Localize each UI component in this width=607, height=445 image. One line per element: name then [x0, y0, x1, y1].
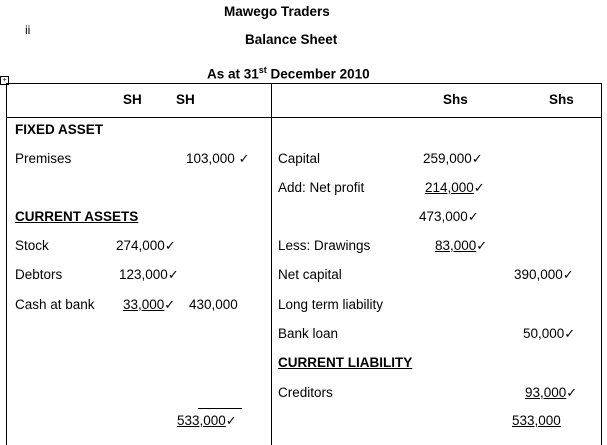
current-assets-total: 430,000	[189, 297, 238, 312]
debtors-amount: 123,000	[119, 267, 168, 282]
table-middle-divider	[271, 83, 272, 445]
tick-icon: ✓	[167, 267, 179, 282]
net-profit-value: 214,000✓	[425, 180, 485, 196]
table-top-border	[6, 83, 602, 84]
subtotal-amount: 473,000	[419, 209, 468, 224]
left-grand-total: 533,000✓	[177, 413, 237, 429]
cash-amount: 33,000	[123, 297, 165, 312]
date-prefix: As at 31	[207, 66, 259, 82]
bank-loan-label: Bank loan	[278, 326, 339, 341]
right-grand-total-amount: 533,000	[512, 413, 561, 428]
tick-icon: ✓	[467, 209, 479, 224]
tick-icon: ✓	[562, 267, 574, 282]
tick-icon: ✓	[473, 180, 485, 195]
roman-numeral: ii	[25, 23, 31, 37]
net-profit-label: Add: Net profit	[278, 180, 365, 195]
debtors-label: Debtors	[15, 267, 63, 282]
date-superscript: st	[258, 65, 267, 75]
premises-amount: 103,000	[186, 151, 235, 166]
left-col-head-1: SH	[123, 92, 142, 107]
sheet-date: As at 31st December 2010	[207, 62, 370, 83]
net-capital-value: 390,000✓	[514, 267, 574, 283]
stock-amount: 274,000	[116, 238, 165, 253]
tick-icon: ✓	[238, 151, 250, 166]
table-left-border	[6, 83, 7, 445]
tick-icon: ✓	[164, 297, 176, 312]
net-capital-label: Net capital	[278, 267, 342, 282]
left-grand-total-amount: 533,000	[177, 413, 226, 428]
stock-value: 274,000✓	[116, 238, 176, 254]
drawings-amount: 83,000	[435, 238, 477, 253]
cash-label: Cash at bank	[15, 297, 95, 312]
right-col-head-2: Shs	[549, 92, 574, 107]
drawings-label: Less: Drawings	[278, 238, 371, 253]
capital-amount: 259,000	[423, 151, 472, 166]
current-assets-heading: CURRENT ASSETS	[15, 209, 139, 224]
tick-icon: ✓	[564, 326, 576, 341]
subtotal-value: 473,000✓	[419, 209, 479, 225]
tick-icon: ✓	[225, 413, 237, 428]
creditors-value: 93,000✓	[525, 385, 577, 401]
fixed-asset-heading: FIXED ASSET	[15, 122, 104, 137]
capital-value: 259,000✓	[423, 151, 483, 167]
tick-icon: ✓	[471, 151, 483, 166]
right-col-head-1: Shs	[443, 92, 468, 107]
stock-label: Stock	[15, 238, 49, 253]
net-capital-amount: 390,000	[514, 267, 563, 282]
premises-label: Premises	[15, 151, 72, 166]
cash-value: 33,000✓	[123, 297, 175, 313]
left-col-head-2: SH	[176, 92, 195, 107]
bank-loan-amount: 50,000	[523, 326, 565, 341]
table-header-border	[6, 117, 602, 118]
premises-value: 103,000 ✓	[186, 151, 249, 167]
tick-icon: ✓	[566, 385, 578, 400]
table-anchor-icon[interactable]: +	[0, 76, 9, 85]
left-total-overline	[198, 408, 242, 409]
date-suffix: December 2010	[266, 66, 370, 82]
creditors-amount: 93,000	[525, 385, 567, 400]
company-name: Mawego Traders	[224, 4, 330, 19]
tick-icon: ✓	[476, 238, 488, 253]
table-right-border	[601, 83, 602, 445]
current-liability-heading: CURRENT LIABILITY	[278, 355, 413, 370]
net-profit-amount: 214,000	[425, 180, 474, 195]
creditors-label: Creditors	[278, 385, 333, 400]
long-term-label: Long term liability	[278, 297, 384, 312]
debtors-value: 123,000✓	[119, 267, 179, 283]
tick-icon: ✓	[164, 238, 176, 253]
drawings-value: 83,000✓	[435, 238, 487, 254]
bank-loan-value: 50,000✓	[523, 326, 575, 342]
capital-label: Capital	[278, 151, 321, 166]
sheet-title: Balance Sheet	[245, 32, 338, 47]
right-grand-total: 533,000	[512, 413, 561, 429]
